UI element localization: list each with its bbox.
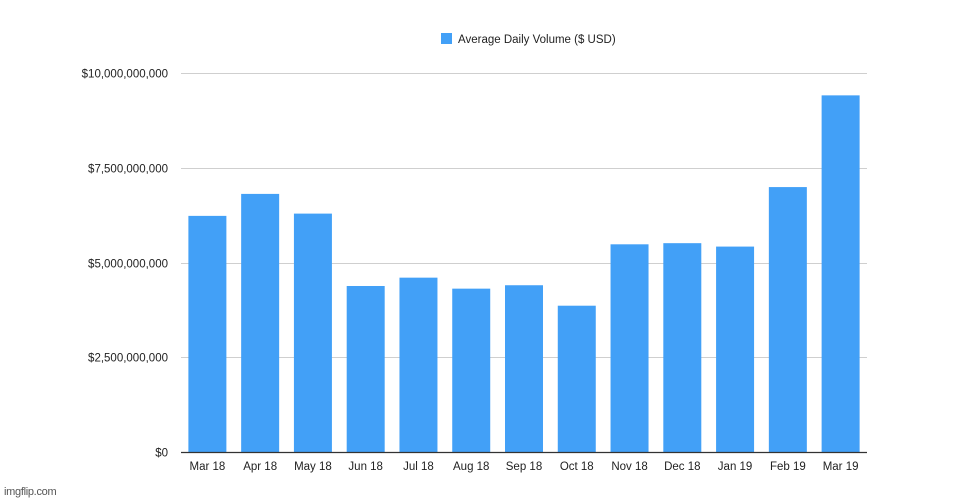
- x-axis-tick-labels: Mar 18 Apr 18 May 18 Jun 18 Jul 18 Aug 18 Sep …: [189, 461, 858, 473]
- bar: [399, 277, 438, 452]
- x-tick-label: May 18: [294, 461, 332, 473]
- legend-label: Average Daily Volume ($ USD): [458, 34, 616, 46]
- bar: [505, 285, 543, 452]
- bar: [241, 193, 280, 452]
- legend: Average Daily Volume ($ USD): [441, 33, 616, 46]
- bar: [346, 285, 385, 452]
- x-tick-label: Jul 18: [403, 461, 434, 473]
- y-tick-label: $2,500,000,000: [88, 353, 168, 365]
- y-tick-label: $5,000,000,000: [88, 259, 168, 271]
- x-tick-label: Mar 18: [189, 461, 225, 473]
- bar: [610, 244, 649, 452]
- y-tick-label: $0: [155, 448, 168, 460]
- x-tick-label: Mar 19: [823, 461, 859, 473]
- y-axis-tick-labels: $0 $2,500,000,000 $5,000,000,000 $7,500,000…: [82, 69, 168, 460]
- bar: [716, 246, 755, 452]
- bar: [557, 305, 596, 452]
- x-tick-label: Oct 18: [560, 461, 594, 473]
- bar: [293, 213, 332, 452]
- watermark-text: imgflip.com: [4, 486, 57, 498]
- x-tick-label: Jun 18: [348, 461, 383, 473]
- bar: [768, 187, 807, 453]
- bar: [663, 243, 702, 452]
- x-tick-label: Aug 18: [453, 461, 489, 473]
- bar: [452, 288, 491, 452]
- x-tick-label: Dec 18: [664, 461, 700, 473]
- x-tick-label: Feb 19: [770, 461, 806, 473]
- legend-swatch: [441, 33, 452, 44]
- x-tick-label: Apr 18: [243, 461, 277, 473]
- y-tick-label: $7,500,000,000: [88, 164, 168, 176]
- bar: [188, 215, 227, 452]
- x-tick-label: Jan 19: [718, 461, 753, 473]
- x-tick-label: Nov 18: [611, 461, 647, 473]
- bar: [821, 95, 860, 453]
- bars: [188, 95, 860, 453]
- x-tick-label: Sep 18: [506, 461, 542, 473]
- y-tick-label: $10,000,000,000: [82, 69, 168, 81]
